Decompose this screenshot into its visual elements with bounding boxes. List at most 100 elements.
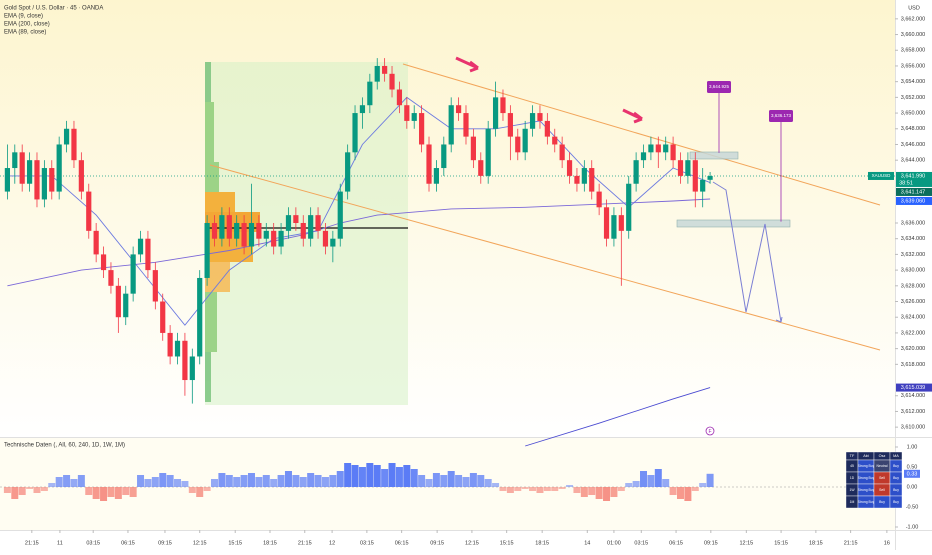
- table-cell-text: Strong Buy: [858, 464, 875, 468]
- candle-body: [330, 238, 336, 247]
- table-cell-text: Strong Buy: [858, 488, 875, 492]
- candle-body: [174, 340, 181, 357]
- price-tag: [896, 171, 932, 187]
- profile-bar: [205, 162, 219, 192]
- candle-body: [293, 215, 299, 223]
- legend-entry: EMA (200, close): [4, 22, 50, 28]
- x-tick-label: 06:15: [395, 540, 409, 546]
- histogram-bar: [92, 487, 100, 499]
- y-tick-label: 3,632.000: [901, 252, 925, 258]
- table-cell-text: Buy: [879, 500, 885, 504]
- histogram-bar: [691, 487, 699, 491]
- histogram-bar: [440, 475, 448, 487]
- candle-body: [707, 175, 713, 180]
- histogram-bar: [196, 487, 204, 497]
- candle-body: [618, 215, 624, 231]
- flag-button[interactable]: [705, 426, 715, 436]
- x-tick-label: 12:15: [465, 540, 479, 546]
- projection-arrowhead: [775, 316, 783, 323]
- histogram-bar: [588, 487, 596, 495]
- candle-body: [197, 277, 203, 357]
- y-tick-label: 3,622.000: [901, 330, 925, 336]
- y-tick-label: -0.50: [906, 504, 919, 510]
- histogram-bar: [647, 475, 655, 487]
- y-tick-label: 3,610.000: [901, 425, 925, 431]
- candle-body: [448, 105, 454, 145]
- candle-body: [507, 113, 513, 137]
- histogram-bar: [558, 487, 566, 489]
- y-tick-label: 3,612.000: [901, 409, 925, 415]
- histogram-bar: [610, 487, 618, 497]
- x-tick-label: 09:15: [430, 540, 444, 546]
- y-tick-label: 3,652.000: [901, 95, 925, 101]
- histogram-bar: [477, 475, 485, 487]
- table-header: Akt: [863, 454, 869, 458]
- x-tick-label: 03:15: [86, 540, 100, 546]
- x-tick-label: 09:15: [158, 540, 172, 546]
- x-tick-label: 18:15: [535, 540, 549, 546]
- histogram-bar: [676, 487, 684, 499]
- histogram-bar: [63, 475, 71, 487]
- candle-body: [374, 65, 380, 82]
- profile-bar: [205, 102, 214, 162]
- candle-body: [26, 160, 33, 184]
- candle-body: [537, 113, 543, 121]
- candle-body: [34, 160, 40, 200]
- candle-body: [271, 230, 277, 247]
- histogram-bar: [166, 475, 174, 487]
- x-tick-label: 15:15: [228, 540, 242, 546]
- candle-body: [49, 168, 55, 192]
- histogram-bar: [122, 487, 130, 495]
- candle-body: [677, 160, 684, 176]
- histogram-bar: [307, 473, 315, 487]
- table-cell-text: Neutral: [877, 464, 888, 468]
- histogram-bar: [225, 475, 233, 487]
- ema-line: [525, 387, 711, 447]
- histogram-bar: [455, 475, 463, 487]
- candle-body: [41, 168, 47, 200]
- histogram-bar: [603, 487, 611, 501]
- x-tick-label: 12: [329, 540, 335, 546]
- price-tag: [896, 383, 932, 392]
- histogram-bar: [632, 481, 640, 487]
- histogram-bar: [529, 487, 537, 491]
- candle-body: [485, 128, 491, 176]
- candle-body: [603, 207, 610, 239]
- y-tick-label: 3,656.000: [901, 63, 925, 69]
- y-tick-label: 3,644.000: [901, 158, 925, 164]
- histogram-bar: [329, 475, 337, 487]
- candle-body: [633, 160, 639, 184]
- callout-label: 3,644.925: [709, 84, 730, 89]
- symbol-label: XAUUSD: [872, 173, 892, 178]
- y-tick-label: 3,634.000: [901, 236, 925, 242]
- candle-body: [115, 285, 121, 318]
- candle-body: [463, 113, 469, 137]
- candle-body: [352, 113, 358, 153]
- table-cell-text: Buy: [893, 476, 899, 480]
- candle-body: [663, 144, 669, 153]
- histogram-bar: [351, 465, 359, 487]
- y-tick-label: 0.50: [907, 464, 918, 470]
- x-tick-label: 18:15: [263, 540, 277, 546]
- histogram-bar: [137, 475, 145, 487]
- x-tick-label: 03:15: [634, 540, 648, 546]
- histogram-bar: [26, 487, 34, 489]
- chart-title: Gold Spot / U.S. Dollar · 45 · OANDA: [4, 6, 103, 12]
- x-tick-label: 15:15: [500, 540, 514, 546]
- x-tick-label: 21:15: [25, 540, 39, 546]
- callout-label: 3,636.173: [771, 113, 792, 118]
- table-cell-text: Strong Buy: [858, 500, 875, 504]
- histogram-bar: [277, 475, 285, 487]
- table-cell-text: Buy: [893, 464, 899, 468]
- y-tick-label: 3,630.000: [901, 268, 925, 274]
- candle-body: [130, 254, 136, 294]
- value-tag: [904, 469, 920, 478]
- value-tag-label: 0.33: [907, 471, 918, 477]
- y-tick-label: 3,626.000: [901, 299, 925, 305]
- histogram-bar: [536, 487, 544, 493]
- histogram-bar: [418, 475, 426, 487]
- histogram-bar: [284, 471, 292, 487]
- histogram-bar: [499, 487, 507, 491]
- candle-body: [670, 144, 676, 161]
- candle-body: [589, 168, 595, 192]
